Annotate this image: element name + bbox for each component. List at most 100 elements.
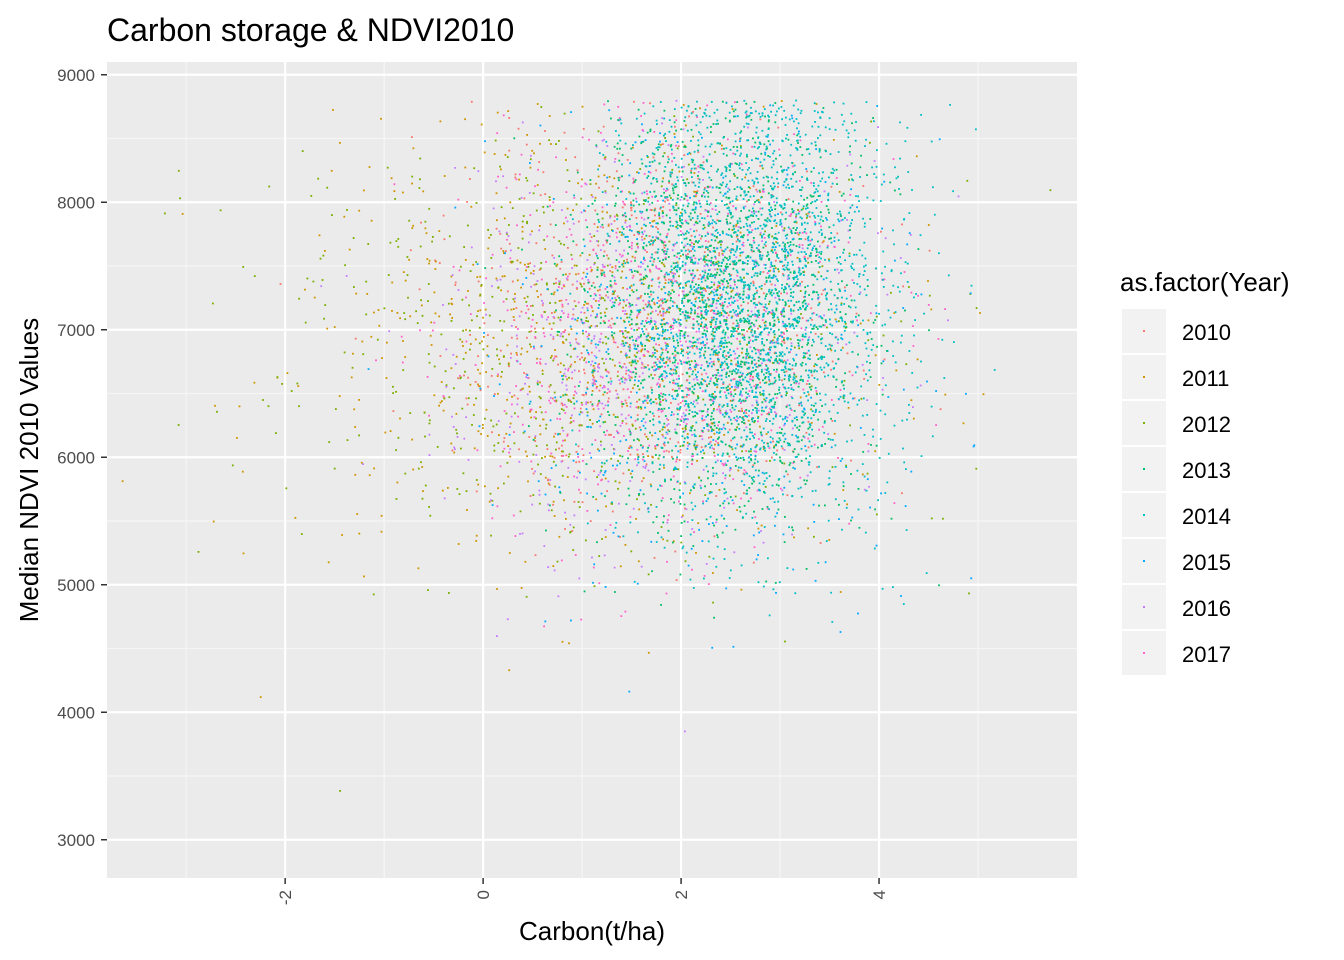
data-point bbox=[691, 161, 694, 164]
data-point bbox=[653, 348, 656, 351]
data-point bbox=[552, 198, 555, 200]
data-point bbox=[786, 337, 789, 340]
data-point bbox=[687, 253, 689, 255]
data-point bbox=[488, 314, 491, 317]
data-point bbox=[612, 293, 615, 295]
data-point bbox=[566, 476, 569, 478]
data-point bbox=[677, 207, 680, 210]
data-point bbox=[674, 243, 677, 245]
data-point bbox=[869, 218, 872, 220]
data-point bbox=[808, 426, 811, 429]
data-point bbox=[697, 315, 700, 318]
data-point bbox=[585, 330, 587, 333]
data-point bbox=[767, 276, 770, 279]
data-point bbox=[736, 443, 738, 446]
data-point bbox=[692, 203, 695, 206]
data-point bbox=[482, 424, 484, 426]
data-point bbox=[754, 292, 756, 295]
data-point bbox=[618, 159, 621, 162]
data-point bbox=[645, 435, 648, 438]
data-point bbox=[750, 315, 752, 318]
data-point bbox=[572, 420, 575, 422]
data-point bbox=[634, 259, 636, 262]
data-point bbox=[486, 345, 489, 348]
data-point bbox=[705, 500, 708, 502]
data-point bbox=[434, 312, 437, 315]
data-point bbox=[666, 539, 669, 542]
data-point bbox=[549, 334, 552, 336]
data-point bbox=[781, 314, 783, 317]
data-point bbox=[811, 318, 813, 321]
data-point bbox=[524, 450, 527, 453]
data-point bbox=[553, 569, 556, 572]
data-point bbox=[630, 364, 633, 367]
data-point bbox=[686, 372, 689, 375]
data-point bbox=[690, 307, 692, 310]
data-point bbox=[603, 299, 606, 302]
data-point bbox=[375, 359, 377, 362]
data-point bbox=[749, 322, 752, 325]
data-point bbox=[511, 395, 513, 398]
data-point bbox=[620, 377, 623, 380]
data-point bbox=[725, 373, 728, 376]
data-point bbox=[512, 316, 515, 318]
data-point bbox=[566, 220, 569, 223]
data-point bbox=[750, 310, 753, 313]
data-point bbox=[735, 240, 738, 243]
data-point bbox=[565, 147, 568, 150]
data-point bbox=[807, 349, 810, 352]
data-point bbox=[788, 227, 791, 230]
data-point bbox=[651, 570, 653, 573]
data-point bbox=[629, 433, 632, 436]
data-point bbox=[705, 415, 708, 418]
data-point bbox=[586, 259, 589, 261]
data-point bbox=[569, 530, 572, 533]
data-point bbox=[774, 284, 776, 287]
data-point bbox=[661, 447, 664, 449]
data-point bbox=[242, 266, 245, 268]
data-point bbox=[688, 409, 691, 412]
data-point bbox=[631, 289, 633, 292]
data-point bbox=[867, 319, 870, 322]
data-point bbox=[501, 371, 503, 373]
data-point bbox=[664, 279, 667, 281]
data-point bbox=[725, 263, 728, 265]
data-point bbox=[650, 285, 653, 287]
data-point bbox=[386, 341, 388, 344]
data-point bbox=[520, 153, 523, 156]
data-point bbox=[253, 381, 256, 384]
data-point bbox=[635, 355, 638, 358]
data-point bbox=[781, 340, 784, 343]
data-point bbox=[797, 385, 800, 388]
data-point bbox=[509, 257, 512, 260]
data-point bbox=[267, 405, 270, 408]
data-point bbox=[718, 436, 720, 439]
data-point bbox=[631, 359, 634, 362]
data-point bbox=[626, 342, 629, 344]
data-point bbox=[390, 177, 393, 180]
data-point bbox=[409, 412, 412, 414]
data-point bbox=[734, 388, 737, 391]
data-point bbox=[532, 270, 535, 272]
data-point bbox=[691, 272, 694, 275]
data-point bbox=[782, 331, 785, 334]
data-point bbox=[591, 404, 594, 407]
data-point bbox=[755, 391, 757, 394]
data-point bbox=[738, 340, 741, 343]
data-point bbox=[710, 126, 712, 128]
data-point bbox=[630, 201, 632, 204]
data-point bbox=[508, 669, 511, 672]
data-point bbox=[380, 514, 383, 517]
data-point bbox=[694, 257, 697, 260]
data-point bbox=[619, 424, 622, 427]
data-point bbox=[686, 418, 689, 420]
data-point bbox=[670, 172, 673, 175]
data-point bbox=[731, 370, 734, 373]
data-point bbox=[493, 449, 496, 452]
data-point bbox=[625, 304, 627, 307]
data-point bbox=[421, 466, 424, 468]
data-point bbox=[563, 499, 565, 502]
data-point bbox=[429, 514, 432, 517]
data-point bbox=[525, 376, 528, 378]
data-point bbox=[570, 253, 573, 256]
